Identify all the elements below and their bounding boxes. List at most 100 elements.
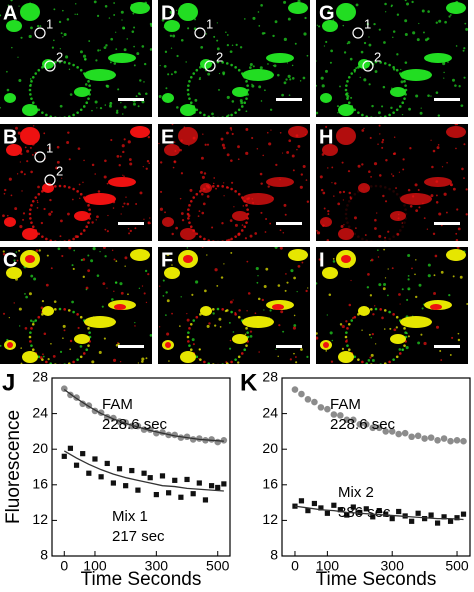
speckle (384, 2, 387, 6)
speckle (36, 200, 39, 202)
speckle (77, 147, 81, 150)
speckle (289, 78, 292, 81)
speckle (325, 69, 328, 73)
speckle (457, 227, 461, 231)
speckle (198, 348, 201, 351)
ring-dot (344, 335, 348, 339)
micrograph: D 1 2 (158, 0, 310, 117)
speckle (33, 277, 37, 281)
speckle (20, 36, 23, 39)
ring-dot (34, 72, 38, 75)
blob (178, 3, 198, 21)
speckle (305, 289, 308, 293)
speckle (127, 140, 131, 144)
blob (130, 2, 150, 14)
blob-overlap (272, 304, 284, 310)
speckle (216, 284, 219, 287)
speckle (226, 131, 229, 135)
ring-dot (34, 196, 38, 199)
blob (22, 104, 38, 116)
image (158, 124, 310, 241)
ring-dot (54, 185, 57, 188)
speckle (395, 326, 398, 329)
speckle (22, 218, 25, 221)
ring-dot (72, 187, 75, 191)
speckle (409, 204, 413, 208)
speckle (212, 312, 215, 315)
ring-dot (79, 232, 83, 236)
speckle (161, 18, 165, 22)
speckle (257, 297, 261, 301)
speckle (427, 263, 431, 267)
speckle (382, 138, 385, 142)
blob (42, 59, 54, 69)
data-point (104, 460, 110, 467)
speckle (62, 9, 64, 12)
image (316, 247, 468, 364)
speckle (73, 249, 76, 252)
speckle (367, 359, 371, 362)
speckle (369, 136, 372, 139)
speckle (59, 350, 63, 353)
speckle (48, 147, 51, 150)
speckle (366, 286, 370, 289)
speckle (456, 208, 459, 211)
data-point (141, 470, 147, 476)
speckle (59, 104, 63, 108)
ring-dot (45, 360, 48, 364)
speckle (393, 328, 397, 332)
ring-dot (189, 101, 193, 105)
ring-dot (375, 240, 377, 241)
speckle (0, 344, 2, 347)
panel-label: A (3, 2, 17, 24)
speckle (463, 47, 466, 50)
speckle (121, 144, 125, 148)
blob (400, 193, 432, 205)
speckle (147, 222, 150, 224)
speckle (26, 149, 30, 153)
speckle (88, 40, 91, 42)
ring-dot (37, 232, 41, 236)
speckle (116, 154, 120, 158)
speckle (455, 232, 458, 235)
speckle (49, 198, 52, 202)
micrograph: I (316, 247, 468, 364)
speckle (440, 270, 444, 274)
image (158, 247, 310, 364)
data-point (61, 453, 67, 459)
speckle (392, 68, 396, 71)
speckle (404, 61, 408, 64)
speckle (80, 258, 83, 262)
speckle (180, 212, 184, 215)
blob (336, 3, 356, 21)
speckle (256, 281, 259, 284)
speckle (225, 31, 227, 34)
speckle (220, 276, 224, 279)
ring-dot (187, 331, 190, 334)
speckle (3, 192, 6, 195)
ring-dot (383, 115, 387, 117)
speckle (121, 19, 123, 21)
speckle (76, 13, 79, 16)
ring-dot (347, 199, 351, 203)
data-point (73, 462, 80, 468)
speckle (288, 94, 291, 96)
data-point (153, 491, 159, 498)
speckle (91, 163, 95, 167)
ring-dot (189, 322, 193, 326)
speckle (2, 250, 5, 253)
speckle (202, 133, 204, 135)
speckle (451, 78, 455, 82)
speckle (112, 207, 115, 209)
speckle (91, 360, 95, 364)
speckle (39, 25, 42, 27)
speckle (59, 235, 62, 238)
speckle (96, 215, 99, 219)
data-point (350, 416, 357, 424)
micrograph: C (0, 247, 152, 364)
speckle (370, 258, 374, 262)
speckle (97, 49, 100, 52)
ring-dot (370, 116, 373, 117)
speckle (221, 143, 225, 147)
